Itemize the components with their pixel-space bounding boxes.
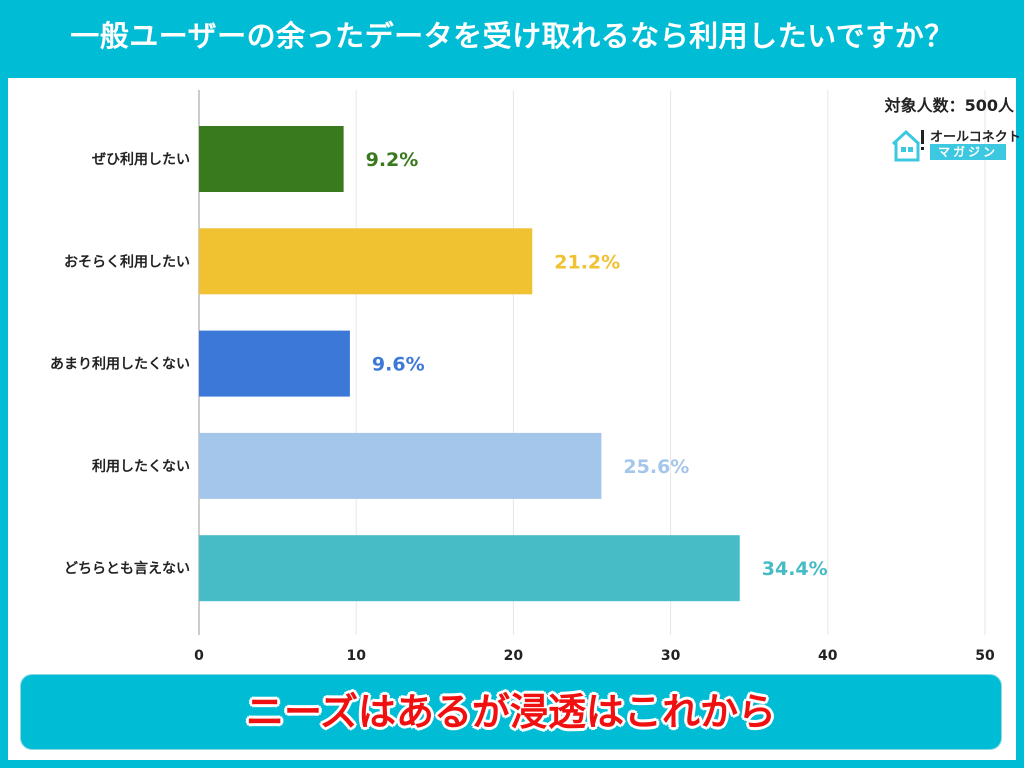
data-label: 9.6%	[372, 354, 425, 376]
logo: オールコネクト マガジン	[890, 128, 1021, 164]
category-label: 利用したくない	[92, 458, 190, 475]
x-tick-label: 0	[194, 648, 204, 664]
sample-size: 対象人数：500人	[884, 96, 1014, 115]
data-label: 25.6%	[623, 456, 689, 478]
x-tick-label: 50	[975, 648, 995, 664]
data-label: 34.4%	[762, 558, 828, 580]
conclusion-banner: ニーズはあるが浸透はこれから	[20, 674, 1002, 750]
data-label: 9.2%	[366, 149, 419, 171]
bar	[199, 432, 602, 499]
conclusion-text: ニーズはあるが浸透はこれから	[245, 690, 777, 734]
chart-title: 一般ユーザーの余ったデータを受け取れるなら利用したいですか？	[70, 19, 954, 53]
data-label: 21.2%	[554, 251, 620, 273]
category-label: ぜひ利用したい	[92, 151, 190, 168]
logo-text: オールコネクト	[930, 130, 1021, 145]
bar	[199, 228, 533, 295]
bar	[199, 535, 740, 602]
category-label: おそらく利用したい	[64, 253, 190, 270]
logo-subtext: マガジン	[930, 144, 1006, 160]
x-tick-label: 10	[346, 648, 366, 664]
x-tick-label: 30	[661, 648, 681, 664]
chart-panel	[8, 78, 1016, 760]
x-tick-label: 40	[818, 648, 838, 664]
category-label: あまり利用したくない	[50, 356, 190, 373]
x-tick-label: 20	[504, 648, 524, 664]
house-logo-icon	[891, 129, 924, 162]
category-label: どちらとも言えない	[64, 560, 190, 577]
bar	[199, 330, 350, 397]
bar	[199, 126, 344, 192]
